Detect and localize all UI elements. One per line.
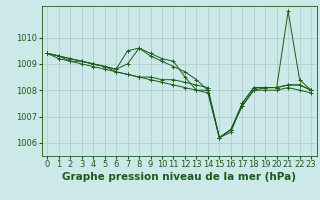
X-axis label: Graphe pression niveau de la mer (hPa): Graphe pression niveau de la mer (hPa) bbox=[62, 172, 296, 182]
